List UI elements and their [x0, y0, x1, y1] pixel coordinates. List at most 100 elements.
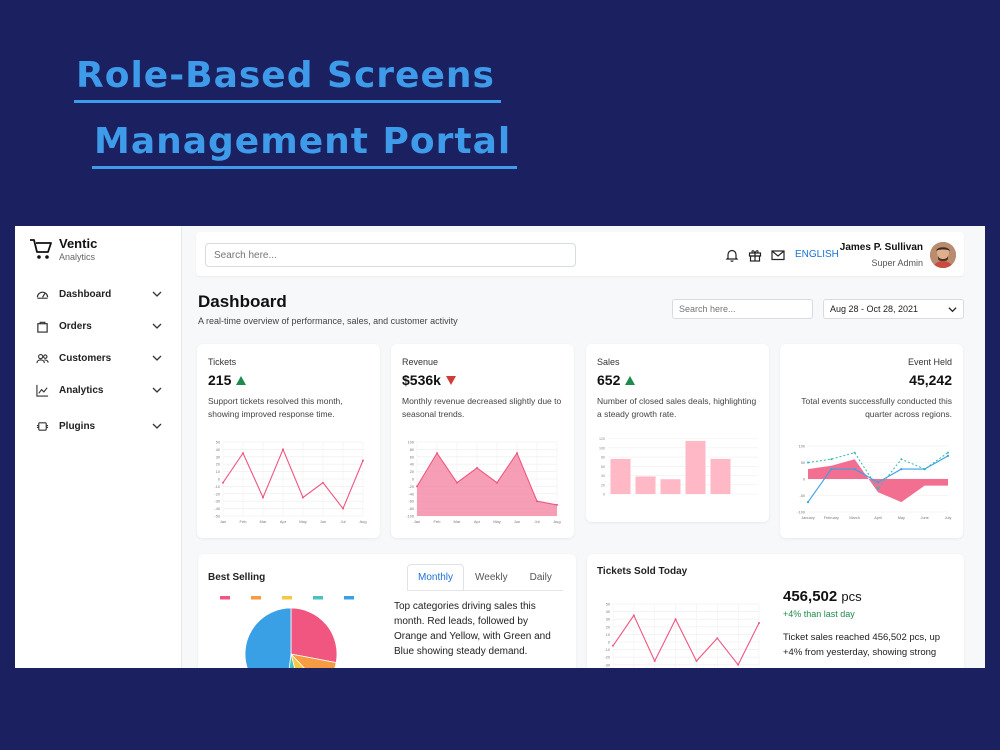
card-description: Top categories driving sales this month.…	[394, 601, 551, 657]
user-name[interactable]: James P. Sullivan	[839, 242, 923, 253]
tickets-sold-value: 456,502 pcs	[783, 588, 862, 605]
dashboard-search-input[interactable]	[672, 299, 813, 319]
y-tick-label: 10	[216, 470, 220, 474]
data-point	[923, 468, 926, 471]
best-selling-pie-chart	[220, 596, 354, 668]
data-point	[853, 451, 856, 454]
kpi-description: Number of closed sales deals, highlighti…	[597, 396, 757, 419]
kpi-value: 215	[208, 372, 247, 388]
data-point	[342, 507, 344, 510]
kpi-card-tickets[interactable]: Tickets 215 Support tickets resolved thi…	[197, 344, 380, 538]
pie-slice	[244, 607, 292, 668]
user-role: Super Admin	[871, 258, 923, 268]
trend-down-icon	[445, 375, 456, 385]
tickets-sold-line-chart: -50-40-30-20-1001020304050JanFebMarAprMa…	[605, 603, 760, 668]
y-tick-label: 20	[606, 625, 610, 629]
kpi-card-event-held[interactable]: Event Held 45,242 Total events successfu…	[780, 344, 963, 538]
sidebar-item-plugins[interactable]: Plugins	[15, 410, 182, 442]
y-tick-label: -10	[215, 485, 221, 489]
events-combo-chart: -100 -50 0 50 100 January February March April Ma…	[797, 445, 951, 521]
brand-subtitle: Analytics	[59, 252, 96, 262]
y-tick-label: 20	[410, 470, 414, 474]
date-range-select[interactable]: Aug 28 - Oct 28, 2021	[823, 299, 964, 319]
data-point	[806, 501, 810, 504]
sold-number: 456,502	[783, 588, 838, 605]
x-tick-label: Mar	[260, 519, 268, 524]
x-tick-label: Aug	[359, 519, 366, 524]
y-tick-label: 0	[218, 478, 220, 482]
y-tick-label: -60	[409, 500, 415, 504]
sidebar-item-label: Orders	[59, 320, 92, 332]
y-tick-label: 60	[601, 465, 605, 469]
kpi-value: 652	[597, 372, 636, 388]
trend-up-icon	[236, 375, 247, 385]
x-tick-label: Apr	[280, 519, 287, 524]
data-point	[653, 660, 656, 662]
search-input[interactable]	[205, 243, 576, 267]
sidebar-item-customers[interactable]: Customers	[15, 342, 182, 374]
sidebar-item-label: Analytics	[59, 384, 104, 396]
y-tick-label: 60	[410, 455, 414, 459]
y-tick-label: -30	[605, 663, 611, 667]
pie-slice	[289, 653, 337, 668]
data-point	[436, 452, 438, 455]
tab-daily[interactable]: Daily	[529, 572, 552, 583]
legend-swatch	[313, 596, 323, 600]
sidebar-item-dashboard[interactable]: Dashboard	[15, 278, 182, 310]
y-tick-label: 80	[601, 456, 605, 460]
language-selector[interactable]: ENGLISH	[795, 249, 839, 260]
data-point	[946, 454, 950, 457]
bar	[710, 458, 731, 494]
data-point	[877, 487, 879, 490]
y-tick-label: 40	[410, 463, 414, 467]
page-subtitle: A real-time overview of performance, sal…	[198, 316, 458, 326]
kpi-card-revenue[interactable]: Revenue $536k Monthly revenue decreased …	[391, 344, 574, 538]
kpi-title: Revenue	[402, 357, 439, 367]
brand-name: Ventic	[59, 236, 98, 251]
data-point	[456, 481, 458, 484]
data-point	[476, 466, 478, 469]
y-tick-label: -20	[409, 485, 415, 489]
kpi-value-text: 45,242	[909, 372, 952, 388]
y-tick-label: 0	[603, 493, 605, 497]
best-selling-card: Best Selling Monthly Weekly Daily Top ca…	[198, 554, 576, 668]
kpi-description: Support tickets resolved this month, sho…	[208, 396, 343, 419]
avatar[interactable]	[930, 242, 956, 268]
tab-monthly[interactable]: Monthly	[407, 564, 465, 590]
area-fill	[417, 453, 557, 516]
bag-icon	[35, 319, 49, 333]
cart-icon	[30, 239, 52, 259]
brand[interactable]: Ventic Analytics	[29, 236, 97, 262]
gift-icon[interactable]	[748, 248, 762, 262]
kpi-card-sales[interactable]: Sales 652 Number of closed sales deals, …	[586, 344, 769, 522]
y-tick-label: 40	[601, 474, 605, 478]
data-point	[876, 481, 880, 484]
y-tick-label: -50	[215, 515, 221, 519]
series-line	[416, 451, 558, 506]
y-tick-label: 100	[599, 446, 605, 450]
chevron-down-icon	[152, 387, 162, 393]
sidebar-item-analytics[interactable]: Analytics	[15, 374, 182, 406]
y-tick-label: 20	[601, 483, 605, 487]
sidebar-item-label: Dashboard	[59, 288, 112, 300]
sidebar-item-orders[interactable]: Orders	[15, 310, 182, 342]
date-range-value: Aug 28 - Oct 28, 2021	[830, 304, 919, 314]
hero-banner: Role-Based Screens Management Portal	[0, 0, 1000, 225]
x-tick-label: Aug	[553, 519, 560, 524]
y-tick-label: 30	[606, 618, 610, 622]
sidebar-item-label: Customers	[59, 352, 112, 364]
x-tick-label: May	[898, 516, 905, 520]
y-tick-label: -10	[605, 648, 611, 652]
card-title: Best Selling	[208, 572, 266, 583]
data-point	[242, 452, 244, 455]
y-tick-label: 100	[799, 445, 805, 449]
sales-bar-chart: 0 20 40 60 80 100 120	[599, 437, 758, 497]
bar	[610, 458, 631, 494]
y-tick-label: -100	[406, 515, 414, 519]
mail-icon[interactable]	[771, 248, 785, 262]
y-tick-label: -100	[797, 511, 805, 515]
tab-weekly[interactable]: Weekly	[475, 572, 508, 583]
data-point	[536, 500, 538, 503]
top-bar: ENGLISH James P. Sullivan Super Admin	[196, 232, 964, 276]
bell-icon[interactable]	[725, 248, 739, 262]
